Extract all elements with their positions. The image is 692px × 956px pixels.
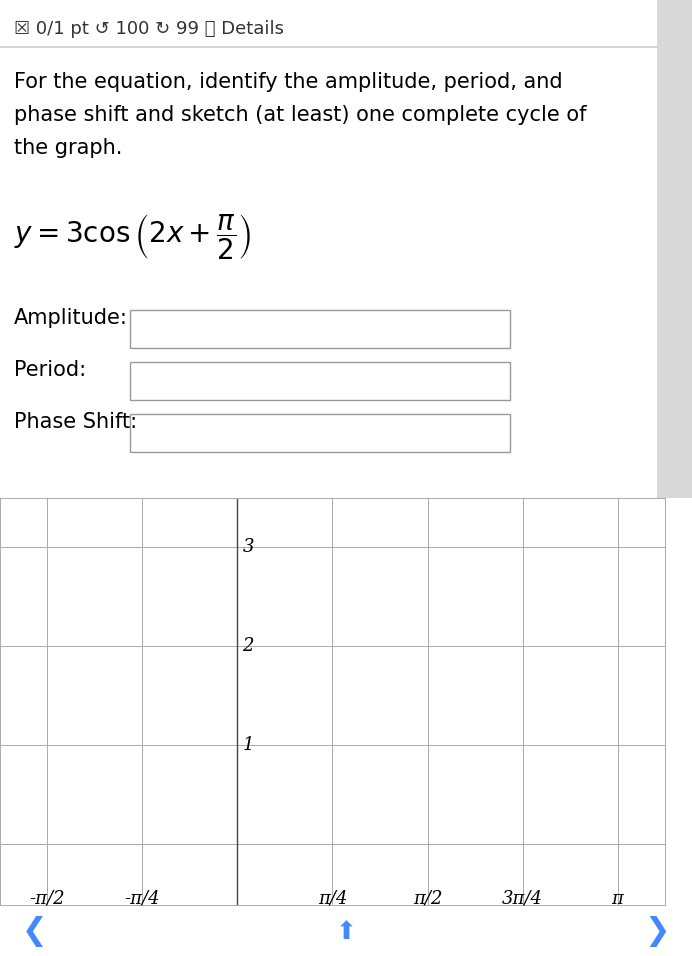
Text: For the equation, identify the amplitude, period, and: For the equation, identify the amplitude… xyxy=(14,72,563,92)
Text: $y = 3\cos\left(2x + \dfrac{\pi}{2}\right)$: $y = 3\cos\left(2x + \dfrac{\pi}{2}\righ… xyxy=(14,212,251,262)
Text: π/2: π/2 xyxy=(412,890,442,907)
Text: -π/2: -π/2 xyxy=(30,890,65,907)
Text: ⬆: ⬆ xyxy=(336,920,356,944)
FancyBboxPatch shape xyxy=(657,0,692,498)
Text: phase shift and sketch (at least) one complete cycle of: phase shift and sketch (at least) one co… xyxy=(14,105,587,125)
FancyBboxPatch shape xyxy=(130,362,510,400)
Text: ☒ 0/1 pt ↺ 100 ↻ 99 ⓘ Details: ☒ 0/1 pt ↺ 100 ↻ 99 ⓘ Details xyxy=(14,20,284,38)
Text: Phase Shift:: Phase Shift: xyxy=(14,412,137,432)
Text: Period:: Period: xyxy=(14,360,86,380)
FancyBboxPatch shape xyxy=(130,414,510,452)
Text: the graph.: the graph. xyxy=(14,138,122,158)
Text: 3: 3 xyxy=(242,538,254,556)
Text: ❯: ❯ xyxy=(645,916,670,947)
Text: Amplitude:: Amplitude: xyxy=(14,308,128,328)
Text: 1: 1 xyxy=(242,736,254,754)
Text: 3π/4: 3π/4 xyxy=(502,890,543,907)
Text: π: π xyxy=(612,890,623,907)
Text: -π/4: -π/4 xyxy=(125,890,161,907)
Text: π/4: π/4 xyxy=(318,890,347,907)
FancyBboxPatch shape xyxy=(130,310,510,348)
Text: 2: 2 xyxy=(242,638,254,655)
Text: ❮: ❮ xyxy=(22,916,47,947)
